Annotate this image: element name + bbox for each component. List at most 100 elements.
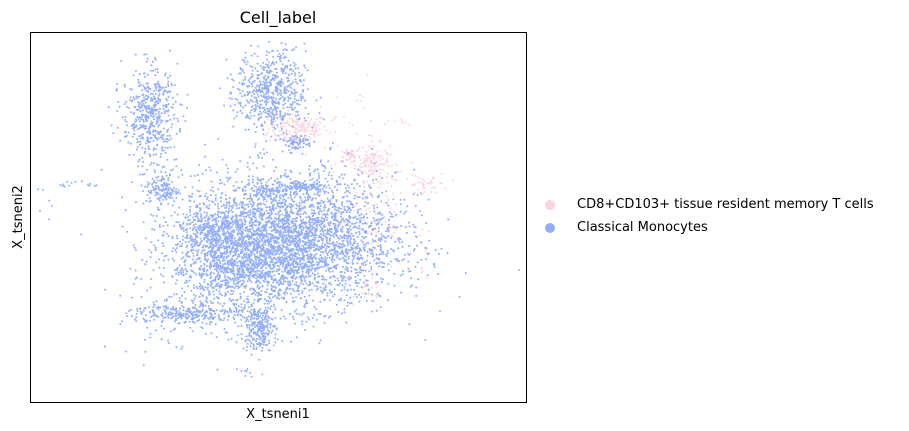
data-point xyxy=(331,261,334,264)
data-point xyxy=(326,197,329,200)
data-point xyxy=(254,243,257,246)
data-point xyxy=(315,308,318,311)
data-point xyxy=(354,240,357,243)
data-point xyxy=(259,179,262,182)
data-point xyxy=(371,196,374,198)
data-point xyxy=(377,227,380,230)
data-point xyxy=(246,232,249,235)
data-point xyxy=(321,261,324,263)
data-point xyxy=(301,323,304,326)
data-point xyxy=(257,284,259,287)
data-point xyxy=(264,198,266,201)
data-point xyxy=(269,192,272,195)
data-point xyxy=(235,181,238,184)
data-point xyxy=(425,276,428,279)
data-point xyxy=(430,191,433,193)
data-point xyxy=(339,258,342,261)
data-point xyxy=(266,315,269,318)
data-point xyxy=(250,188,253,191)
data-point xyxy=(263,272,266,275)
data-point xyxy=(271,220,274,223)
data-point xyxy=(323,204,326,207)
data-point xyxy=(413,248,416,251)
data-point xyxy=(348,284,351,287)
data-point xyxy=(346,231,349,233)
data-point xyxy=(181,198,184,201)
data-point xyxy=(218,182,221,185)
data-point xyxy=(235,215,238,218)
data-point xyxy=(230,250,233,253)
data-point xyxy=(358,231,361,234)
data-point xyxy=(249,211,252,214)
data-point xyxy=(324,235,327,238)
data-point xyxy=(301,274,304,277)
data-point xyxy=(319,202,322,205)
data-point xyxy=(200,276,203,279)
data-point xyxy=(233,241,236,244)
data-point xyxy=(371,310,374,313)
data-point xyxy=(208,266,211,269)
data-point xyxy=(209,240,212,243)
data-point xyxy=(352,150,355,153)
data-point xyxy=(319,223,321,226)
data-point xyxy=(249,255,252,258)
data-point xyxy=(261,259,264,262)
data-point xyxy=(420,268,423,271)
data-point xyxy=(397,239,400,242)
data-point xyxy=(236,282,239,285)
data-point xyxy=(365,279,368,282)
data-point xyxy=(333,203,336,206)
data-point xyxy=(206,301,209,304)
data-point xyxy=(241,233,244,236)
data-point xyxy=(352,295,355,298)
data-point xyxy=(370,268,373,271)
data-point xyxy=(299,239,302,242)
data-point xyxy=(389,145,392,148)
data-point xyxy=(315,130,318,133)
data-point xyxy=(294,217,297,220)
data-point xyxy=(308,121,311,123)
data-point xyxy=(377,156,379,159)
data-point xyxy=(303,259,305,262)
data-point xyxy=(427,198,430,201)
data-point xyxy=(302,246,305,249)
data-point xyxy=(202,202,205,204)
data-point xyxy=(332,266,335,268)
data-point xyxy=(268,293,271,296)
data-point xyxy=(196,287,199,290)
data-point xyxy=(347,229,350,231)
data-point xyxy=(182,269,185,272)
data-point xyxy=(181,251,184,254)
data-point xyxy=(250,219,253,222)
data-point xyxy=(242,215,245,218)
data-point xyxy=(321,278,324,281)
data-point xyxy=(261,275,264,278)
data-point xyxy=(358,250,361,253)
data-point xyxy=(318,342,321,345)
data-point xyxy=(375,170,378,173)
data-point xyxy=(270,226,273,229)
data-point xyxy=(224,198,227,201)
data-point xyxy=(250,237,253,240)
data-point xyxy=(330,253,333,256)
data-point xyxy=(346,195,349,198)
data-point xyxy=(344,279,347,282)
data-point xyxy=(339,297,342,300)
data-point xyxy=(250,235,253,238)
data-point xyxy=(306,237,309,240)
data-point xyxy=(321,242,324,245)
data-point xyxy=(348,200,351,203)
data-point xyxy=(231,233,234,236)
data-point xyxy=(333,225,336,228)
data-point xyxy=(310,118,313,121)
data-point xyxy=(264,306,267,309)
data-point xyxy=(166,224,169,227)
data-point xyxy=(392,198,395,201)
data-point xyxy=(333,213,336,216)
data-point xyxy=(273,197,276,199)
data-point xyxy=(272,247,275,250)
data-point xyxy=(271,234,274,237)
data-point xyxy=(223,213,226,216)
data-point xyxy=(359,208,362,210)
data-point xyxy=(451,179,454,182)
